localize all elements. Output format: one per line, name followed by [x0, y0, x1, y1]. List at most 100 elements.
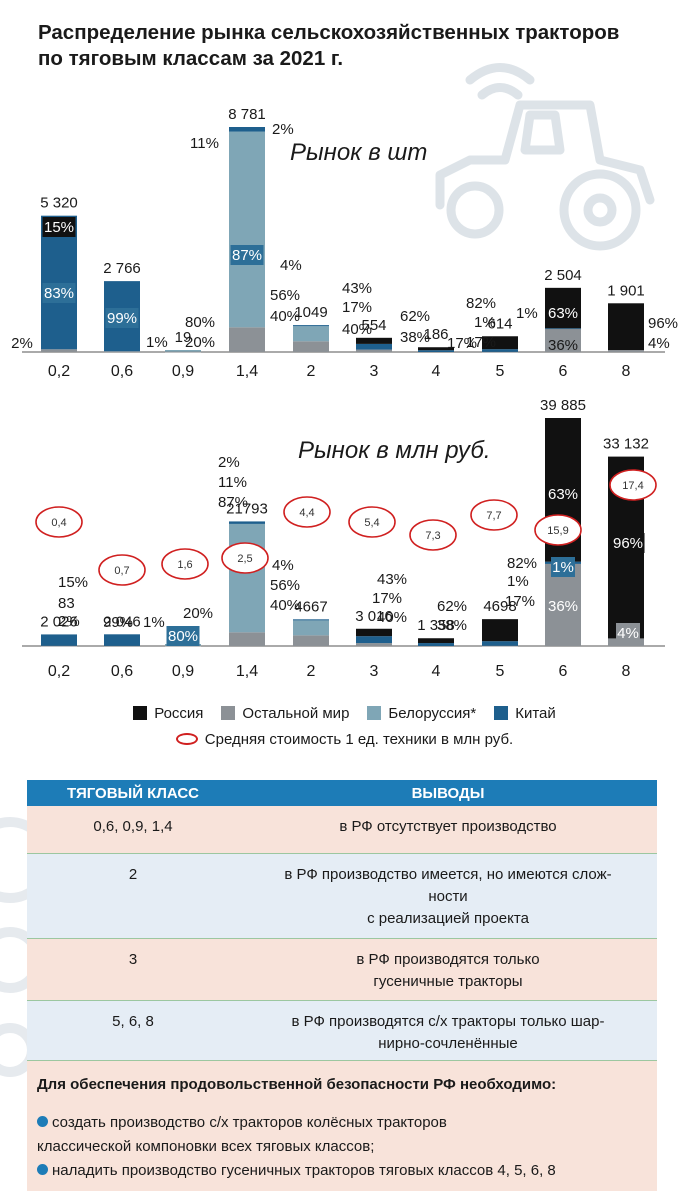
legend-price-row: Средняя стоимость 1 ед. техники в млн ру…: [0, 726, 689, 752]
legend-label-rest-of-world: Остальной мир: [242, 704, 350, 722]
share-label: 96%: [648, 315, 678, 332]
bar-segment: [293, 620, 329, 636]
price-label: 7,3: [425, 530, 440, 542]
bar-segment: [229, 521, 265, 524]
bar-segment: [356, 349, 392, 352]
bar-segment: [293, 635, 329, 646]
share-label-bg: [546, 596, 580, 616]
share-label: 82%: [466, 295, 496, 312]
total-label: 21793: [226, 500, 268, 517]
x-tick-label: 0,2: [48, 363, 70, 380]
x-tick-label: 6: [559, 363, 568, 380]
conclusion-block: Для обеспечения продовольственной безопа…: [27, 1061, 657, 1191]
conclusion-bullet-2: наладить производство гусеничных трактор…: [37, 1159, 647, 1183]
chart-units: Рынок в шт 0,2 5 320 0,6 2 766 0,9 19 1,4 8 781 2…: [11, 106, 678, 380]
share-label: 87%: [232, 247, 262, 264]
conclusion-line: с реализацией проекта: [367, 910, 529, 927]
x-tick-label: 5: [496, 663, 505, 680]
price-ring: [98, 554, 146, 586]
table-cell-conclusion: в РФ производство имеется, но имеются сл…: [239, 854, 657, 938]
chart-rubles: Рынок в млн руб. 0,2 2 026 0,4 0,6 2 046 0,7 0,…: [22, 397, 665, 680]
price-label: 0,4: [51, 517, 66, 529]
bullet-1-line-1: создать производство с/х тракторов колёс…: [52, 1114, 447, 1131]
share-label: 15%: [58, 574, 88, 591]
table-cell-conclusion: в РФ производятся только гусеничные трак…: [239, 939, 657, 1000]
share-label: 1%: [552, 559, 574, 576]
bar-segment: [293, 326, 329, 342]
x-tick-label: 1,4: [236, 363, 258, 380]
share-label: 2%: [11, 335, 33, 352]
bullet-1-line-2: классической компоновки всех тяговых кла…: [37, 1138, 375, 1155]
share-label: 96%: [613, 535, 643, 552]
share-label: 4%: [280, 257, 302, 274]
share-label-bg: [546, 303, 580, 323]
x-tick-label: 0,9: [172, 663, 194, 680]
table-cell-conclusion: в РФ отсутствует производство: [239, 806, 657, 853]
legend: Россия Остальной мир Белоруссия* Китай С…: [0, 700, 689, 752]
share-label: 1%: [474, 314, 496, 331]
share-label: 1%: [143, 614, 165, 631]
total-label: 19: [175, 329, 192, 346]
legend-label-russia: Россия: [154, 704, 204, 722]
share-label: 1%: [516, 305, 538, 322]
legend-series-row: Россия Остальной мир Белоруссия* Китай: [0, 700, 689, 726]
bar-segment: [608, 350, 644, 352]
bar-segment: [104, 645, 140, 647]
table-row: 0,6, 0,9, 1,4 в РФ отсутствует производс…: [27, 806, 657, 854]
x-tick-label: 3: [370, 363, 379, 380]
legend-item-price: Средняя стоимость 1 ед. техники в млн ру…: [175, 731, 513, 748]
bar-segment: [608, 303, 644, 351]
share-label: 1%: [507, 573, 529, 590]
share-label: 11%: [190, 135, 219, 152]
total-label: 39 885: [540, 397, 586, 414]
price-ring: [161, 548, 209, 580]
bar-segment: [418, 643, 454, 646]
share-label: 99%: [107, 310, 137, 327]
conclusion-line: в РФ производятся с/х тракторы только ша…: [291, 1013, 605, 1030]
share-label-bg: [105, 308, 139, 328]
total-label: 186: [423, 326, 448, 343]
share-label-bg: [42, 283, 76, 303]
share-label: 38%: [437, 617, 467, 634]
bar-segment: [356, 636, 392, 644]
x-tick-label: 0,6: [111, 663, 133, 680]
conclusion-line: гусеничные тракторы: [373, 973, 523, 990]
share-label: 83: [58, 595, 75, 612]
bar-segment: [545, 328, 581, 352]
share-label: 63%: [548, 486, 578, 503]
x-tick-label: 0,6: [111, 363, 133, 380]
x-tick-label: 8: [622, 363, 631, 380]
x-tick-label: 2: [307, 663, 316, 680]
bar-segment: [482, 351, 518, 353]
page-title: Распределение рынка сельскохозяйственных…: [38, 20, 678, 72]
price-label: 0,7: [114, 565, 129, 577]
share-label: 17%: [505, 593, 535, 610]
share-label: 99%: [103, 614, 133, 631]
bar-segment: [482, 619, 518, 642]
bar-segment: [41, 634, 77, 646]
header-conclusions: ВЫВОДЫ: [411, 784, 485, 802]
share-label: 20%: [185, 334, 215, 351]
total-label: 554: [361, 317, 386, 334]
bar-segment: [293, 341, 329, 352]
bar-segment: [356, 337, 392, 344]
title-line-1: Распределение рынка сельскохозяйственных…: [38, 21, 620, 44]
price-ring: [35, 506, 83, 538]
table-row: 2 в РФ производство имеется, но имеются …: [27, 854, 657, 939]
bullet-icon: [37, 1164, 48, 1175]
table-row: 3 в РФ производятся только гусеничные тр…: [27, 939, 657, 1001]
share-label: 62%: [400, 308, 430, 325]
bar-segment: [356, 343, 392, 350]
total-label: 1 358: [417, 617, 455, 634]
share-label: 40%: [342, 321, 372, 338]
price-ring: [534, 514, 582, 546]
chart-title: Рынок в шт: [290, 139, 427, 166]
share-label-bg: [42, 217, 76, 237]
share-label: 82%: [507, 555, 537, 572]
conclusion-line: в РФ производятся только: [356, 951, 540, 968]
share-label: 15%: [44, 219, 74, 236]
share-label-bg: [166, 626, 200, 646]
share-label: 56%: [270, 287, 300, 304]
conclusion-line: в РФ производство имеется, но имеются сл…: [284, 866, 612, 883]
legend-item-belarus: Белоруссия*: [367, 705, 476, 722]
